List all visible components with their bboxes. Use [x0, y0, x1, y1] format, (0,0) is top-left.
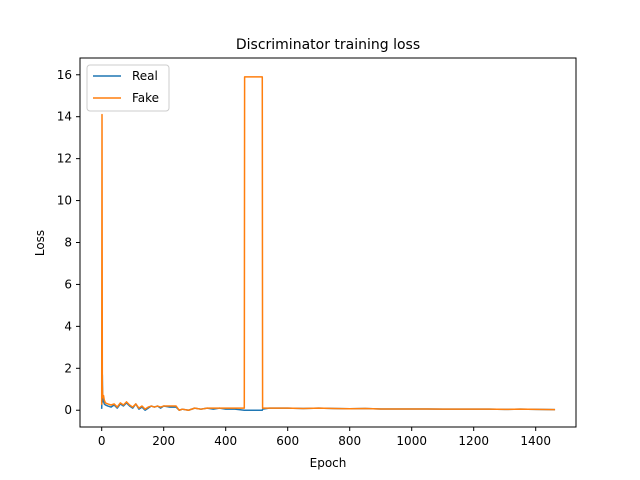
- plot-frame: [79, 57, 577, 428]
- y-tick-label: 0: [64, 403, 72, 417]
- x-tick-label: 1000: [396, 434, 427, 448]
- x-tick-label: 200: [152, 434, 175, 448]
- ticks-layer: 0 200 400 600 800 1000 1200 1400 0 2 4 6 8 10 12 14 16: [57, 68, 551, 448]
- series-layer: [100, 76, 556, 411]
- legend-label-real: Real: [132, 69, 158, 83]
- y-tick-label: 4: [64, 319, 72, 333]
- y-axis-label: Loss: [33, 230, 47, 256]
- x-tick-label: 800: [338, 434, 361, 448]
- y-tick-label: 6: [64, 277, 72, 291]
- x-tick-label: 1400: [520, 434, 551, 448]
- chart-title: Discriminator training loss: [236, 37, 420, 53]
- y-tick-label: 16: [57, 68, 72, 82]
- x-tick-label: 400: [214, 434, 237, 448]
- legend-label-fake: Fake: [132, 91, 159, 105]
- y-tick-label: 12: [57, 152, 72, 166]
- x-axis-label: Epoch: [310, 456, 347, 470]
- y-tick-label: 8: [64, 236, 72, 250]
- y-tick-label: 2: [64, 361, 72, 375]
- y-tick-label: 14: [57, 110, 72, 124]
- x-tick-label: 1200: [458, 434, 489, 448]
- x-tick-label: 0: [98, 434, 106, 448]
- series-line-fake: [100, 76, 556, 411]
- legend: Real Fake: [86, 64, 170, 112]
- y-tick-label: 10: [57, 194, 72, 208]
- x-tick-label: 600: [276, 434, 299, 448]
